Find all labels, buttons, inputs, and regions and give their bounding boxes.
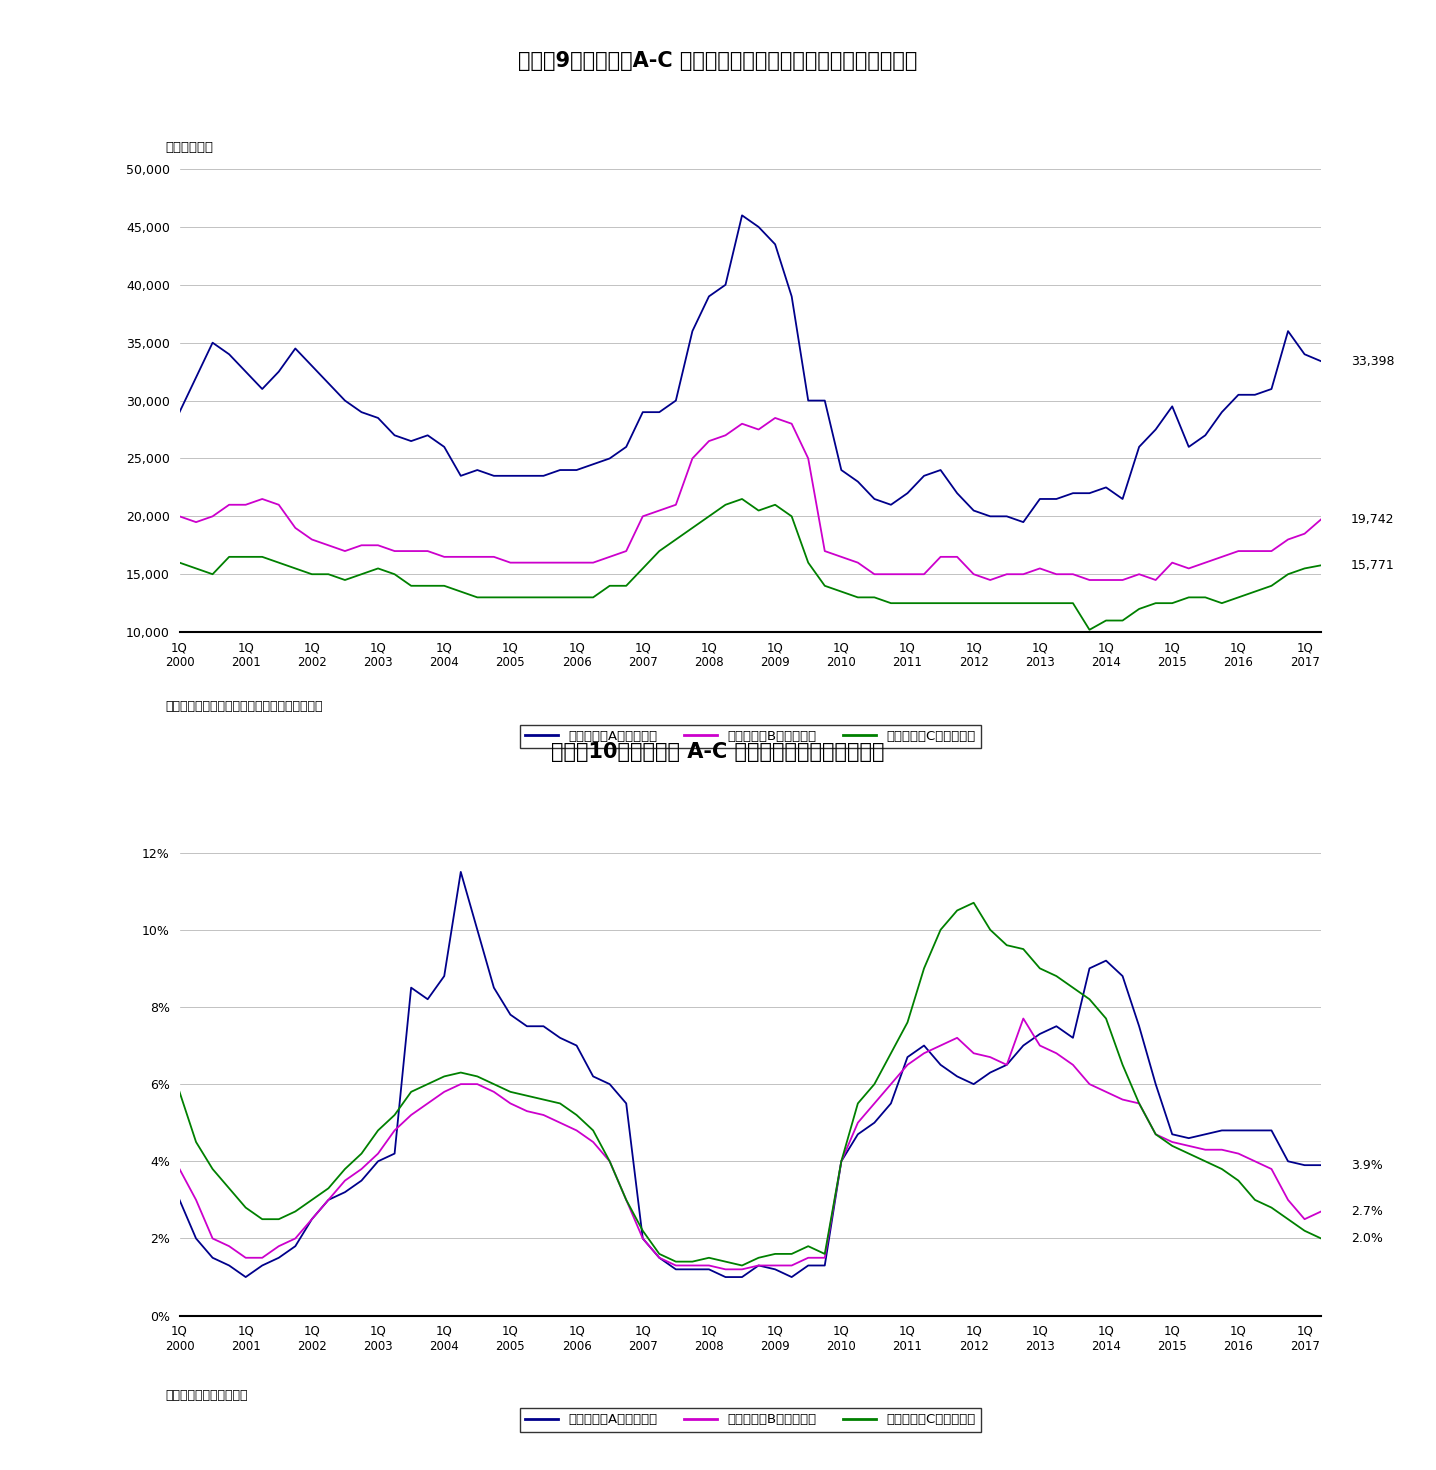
- Legend: 東京都心部Aクラスビル, 東京都心部Bクラスビル, 東京都心部Cクラスビル: 東京都心部Aクラスビル, 東京都心部Bクラスビル, 東京都心部Cクラスビル: [520, 725, 981, 748]
- Legend: 東京都心部Aクラスビル, 東京都心部Bクラスビル, 東京都心部Cクラスビル: 東京都心部Aクラスビル, 東京都心部Bクラスビル, 東京都心部Cクラスビル: [520, 1408, 981, 1432]
- Text: （出所）三幸エステート: （出所）三幸エステート: [165, 1389, 247, 1402]
- Text: （円／月坤）: （円／月坤）: [165, 141, 213, 154]
- Text: 15,771: 15,771: [1351, 559, 1394, 572]
- Text: 3.9%: 3.9%: [1351, 1158, 1383, 1172]
- Text: 19,742: 19,742: [1351, 513, 1394, 526]
- Text: 図表－9　東京都心A-C クラスビルの成約賃料インデックスの推移: 図表－9 東京都心A-C クラスビルの成約賃料インデックスの推移: [518, 51, 918, 72]
- Text: 図表－10　東京都心 A-C クラスビルの空室率の推移: 図表－10 東京都心 A-C クラスビルの空室率の推移: [551, 742, 885, 763]
- Text: 33,398: 33,398: [1351, 354, 1394, 368]
- Text: 2.7%: 2.7%: [1351, 1205, 1383, 1219]
- Text: 2.0%: 2.0%: [1351, 1232, 1383, 1245]
- Text: （出所）三幸エステート・ニッセイ基礎研究所: （出所）三幸エステート・ニッセイ基礎研究所: [165, 700, 323, 713]
